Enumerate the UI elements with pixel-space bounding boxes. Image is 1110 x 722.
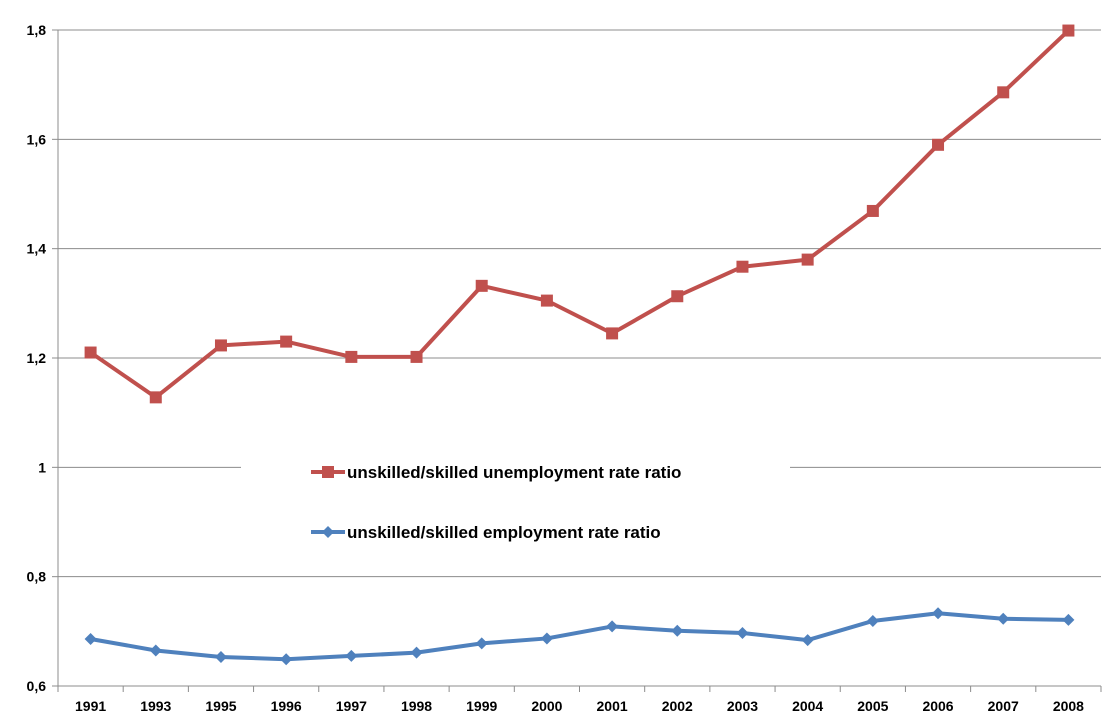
data-point-diamond [801,634,814,647]
legend-entry-1: unskilled/skilled unemployment rate rati… [311,463,681,482]
data-point-diamond [280,653,293,666]
data-point-square [932,138,945,151]
data-point-diamond [997,612,1010,625]
y-tick-label: 1,2 [27,350,47,366]
x-tick-label: 2005 [857,698,888,714]
x-tick-label: 2001 [597,698,628,714]
data-point-square [84,346,97,359]
data-point-square [671,290,684,303]
data-point-diamond [345,649,358,662]
x-tick-label: 1999 [466,698,497,714]
x-tick-label: 1998 [401,698,432,714]
data-point-diamond [540,632,553,645]
x-tick-label: 1996 [271,698,302,714]
data-point-diamond [1062,613,1075,626]
x-tick-label: 2003 [727,698,758,714]
legend-entry-2: unskilled/skilled employment rate ratio [311,523,661,542]
y-tick-label: 0,8 [27,569,47,585]
data-point-diamond [736,626,749,639]
data-point-diamond [475,637,488,650]
data-point-square [1062,24,1075,37]
data-point-square [410,350,423,363]
data-point-square [475,279,488,292]
data-point-diamond [866,614,879,627]
x-tick-label: 1995 [205,698,236,714]
axes: 0,6 0,8 1 1,2 1,4 1,6 1,8 1991 1993 1995 1996 1997 1… [27,22,1102,714]
data-point-diamond [606,620,619,633]
data-point-square [736,260,749,273]
data-point-square [866,204,879,217]
series-1 [84,24,1075,404]
y-tick-label: 1,8 [27,22,47,38]
series-lines [84,24,1075,666]
data-point-diamond [214,651,227,664]
x-tick-label: 2004 [792,698,823,714]
x-tick-label: 2008 [1053,698,1084,714]
series-line [88,28,1071,400]
legend-label: unskilled/skilled employment rate ratio [347,523,661,542]
data-point-square [214,339,227,352]
data-point-diamond [149,644,162,657]
y-tick-label: 1 [38,459,46,475]
data-point-square [345,350,358,363]
x-tick-label: 2000 [531,698,562,714]
x-tick-label: 1997 [336,698,367,714]
x-tick-label: 1993 [140,698,171,714]
y-tick-label: 1,4 [27,241,47,257]
series-2 [84,607,1075,666]
series-line [88,611,1071,662]
data-point-square [997,86,1010,99]
x-tick-label: 2002 [662,698,693,714]
data-point-diamond [84,632,97,645]
data-point-square [280,335,293,348]
x-tick-label: 2006 [922,698,953,714]
legend-label: unskilled/skilled unemployment rate rati… [347,463,681,482]
legend-marker-diamond [322,526,334,538]
x-tick-label: 1991 [75,698,106,714]
data-point-diamond [410,646,423,659]
data-point-square [606,327,619,340]
data-point-square [149,391,162,404]
data-point-diamond [671,624,684,637]
legend-marker-square [322,466,334,478]
y-tick-label: 0,6 [27,678,47,694]
data-point-diamond [932,607,945,620]
legend: unskilled/skilled unemployment rate rati… [311,463,681,542]
y-tick-label: 1,6 [27,131,47,147]
gridlines [58,29,1101,578]
data-point-square [540,294,553,307]
x-tick-label: 2007 [988,698,1019,714]
data-point-square [801,253,814,266]
